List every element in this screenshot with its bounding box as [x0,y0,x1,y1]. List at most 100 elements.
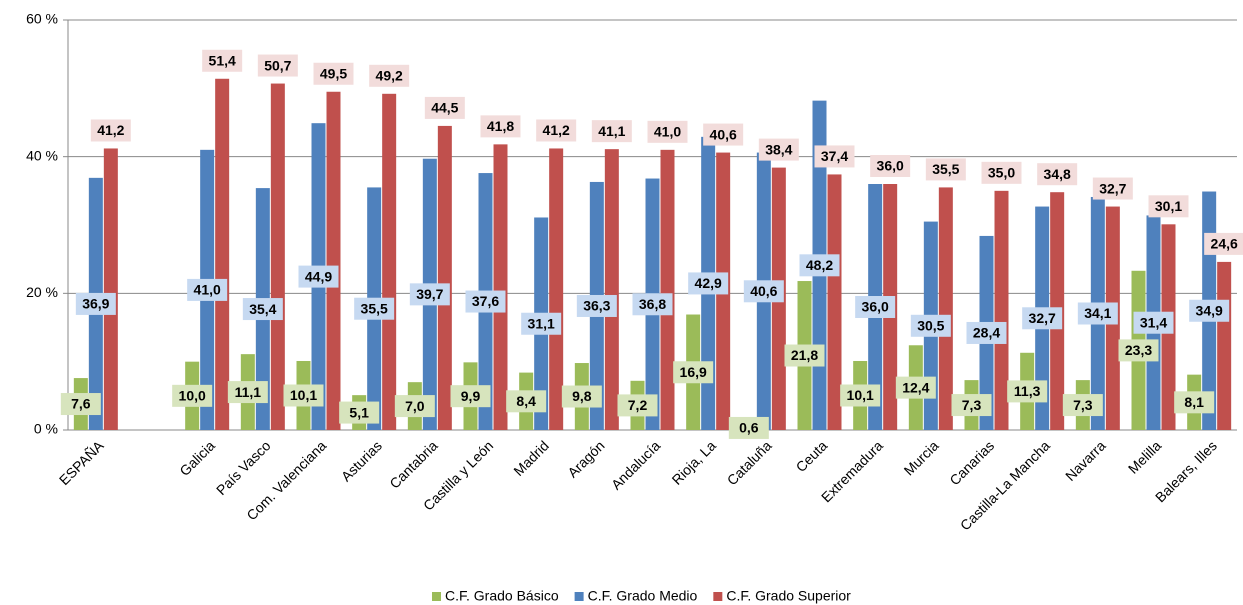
label-box [1037,163,1078,186]
bar [382,93,397,431]
bar [827,174,842,430]
y-tick-label: 0 % [34,421,58,437]
label-box [591,120,632,143]
label-box [283,384,324,407]
data-label: 41,0 [654,124,681,140]
label-box [673,361,714,384]
label-box [202,49,243,72]
y-tick-label: 40 % [26,147,58,163]
data-label: 42,9 [695,275,722,291]
label-box [1092,177,1133,200]
label-box [895,376,936,399]
data-label: 28,4 [973,325,1000,341]
legend-swatch [432,592,441,601]
label-box [1189,299,1230,322]
y-tick-label: 60 % [26,11,58,27]
data-label: 21,8 [791,347,818,363]
data-label: 35,5 [932,161,959,177]
legend-label: C.F. Grado Básico [445,588,559,604]
label-box [688,272,729,295]
label-box [1077,302,1118,325]
x-tick-label: Aragón [564,437,607,480]
bar [493,144,508,430]
label-box [1174,391,1215,414]
data-label: 11,1 [235,384,262,400]
data-label: 41,8 [487,118,514,134]
data-label: 36,0 [862,299,889,315]
label-box [60,393,101,416]
label-box [424,96,465,119]
label-box [339,401,380,424]
data-label: 10,1 [290,387,317,403]
label-box [409,283,450,306]
y-tick-label: 20 % [26,284,58,300]
x-tick-label: País Vasco [213,437,274,498]
data-label: 10,1 [847,387,874,403]
label-box [90,119,131,142]
data-label: 30,1 [1155,198,1182,214]
bar [1217,261,1232,430]
data-label: 36,8 [639,296,666,312]
label-box [394,395,435,418]
data-label: 7,3 [962,397,982,413]
bar [549,148,564,430]
label-box [1118,339,1159,362]
data-label: 9,8 [572,388,592,404]
data-label: 36,0 [877,158,904,174]
label-box [925,158,966,181]
data-label: 35,5 [361,300,388,316]
label-box [647,120,688,143]
bar [103,148,118,430]
data-label: 35,4 [249,301,276,317]
label-box [1148,195,1189,218]
data-label: 32,7 [1029,310,1056,326]
data-label: 11,3 [1014,383,1041,399]
x-tick-label: Asturias [338,437,385,484]
bar [604,149,619,430]
bar [215,78,230,431]
label-box [75,292,116,315]
label-box [981,161,1022,184]
label-box [1007,380,1048,403]
data-label: 39,7 [416,286,443,302]
data-label: 8,4 [516,393,536,409]
data-label: 7,3 [1073,397,1093,413]
label-box [242,298,283,321]
label-box [187,278,228,301]
data-label: 34,9 [1196,302,1223,318]
label-box [369,64,410,87]
data-label: 5,1 [349,404,369,420]
label-box [506,390,547,413]
label-box [951,394,992,417]
data-label: 37,6 [472,293,499,309]
data-label: 44,5 [431,100,458,116]
data-label: 8,1 [1184,394,1204,410]
data-label: 51,4 [209,52,236,68]
x-tick-label: Andalucía [608,437,663,492]
label-box [1022,307,1063,330]
label-box [227,381,268,404]
data-label: 31,1 [528,315,555,331]
data-label: 40,6 [750,283,777,299]
label-box [257,54,298,77]
x-tick-label: Cataluña [724,437,775,488]
label-box [784,344,825,367]
label-box [521,312,562,335]
data-label: 23,3 [1125,342,1152,358]
data-label: 30,5 [917,317,944,333]
data-label: 41,2 [543,122,570,138]
data-label: 7,0 [405,398,425,414]
label-box [617,394,658,417]
label-box [799,254,840,277]
bar [326,91,341,430]
label-box [840,384,881,407]
label-box [728,416,769,439]
data-label: 24,6 [1211,236,1238,252]
x-tick-label: Murcia [901,437,942,478]
label-box [536,119,577,142]
label-box [1133,311,1174,334]
label-box [966,321,1007,344]
legend-swatch [713,592,723,601]
data-label: 34,8 [1044,166,1071,182]
